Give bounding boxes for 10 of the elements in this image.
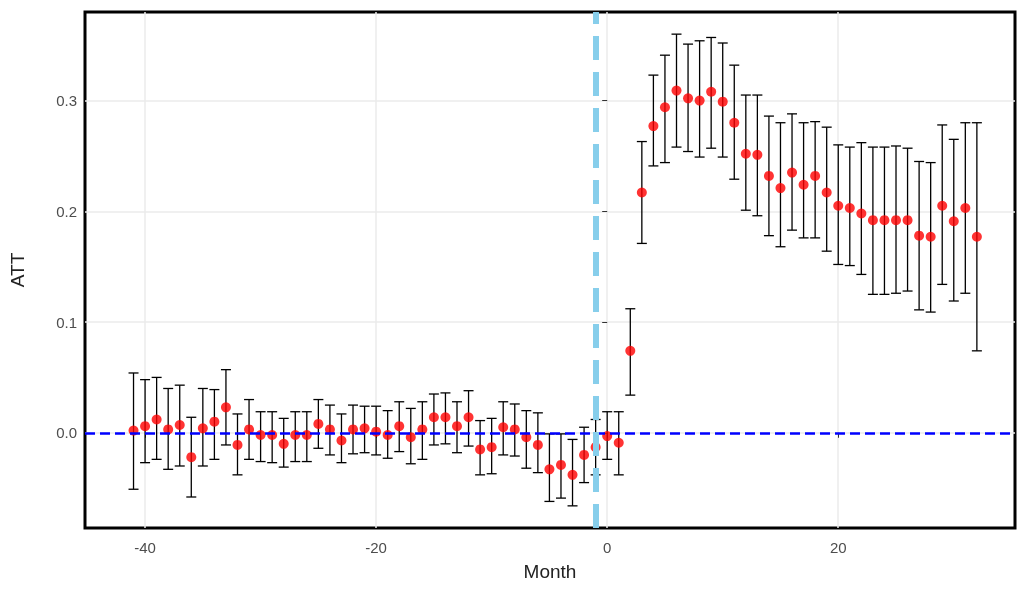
y-axis-title: ATT [7,252,28,288]
y-tick-label: 0.2 [56,202,77,220]
y-tick-label: 0.0 [56,424,77,442]
y-tick-label: 0.3 [56,92,77,110]
x-tick-label: -20 [365,539,387,556]
x-tick-label: 20 [829,539,847,556]
y-tick-label: 0.1 [56,313,77,331]
x-axis-title: Month [523,561,577,582]
x-tick-label: 0 [603,539,612,556]
x-tick-label: -40 [134,539,156,556]
